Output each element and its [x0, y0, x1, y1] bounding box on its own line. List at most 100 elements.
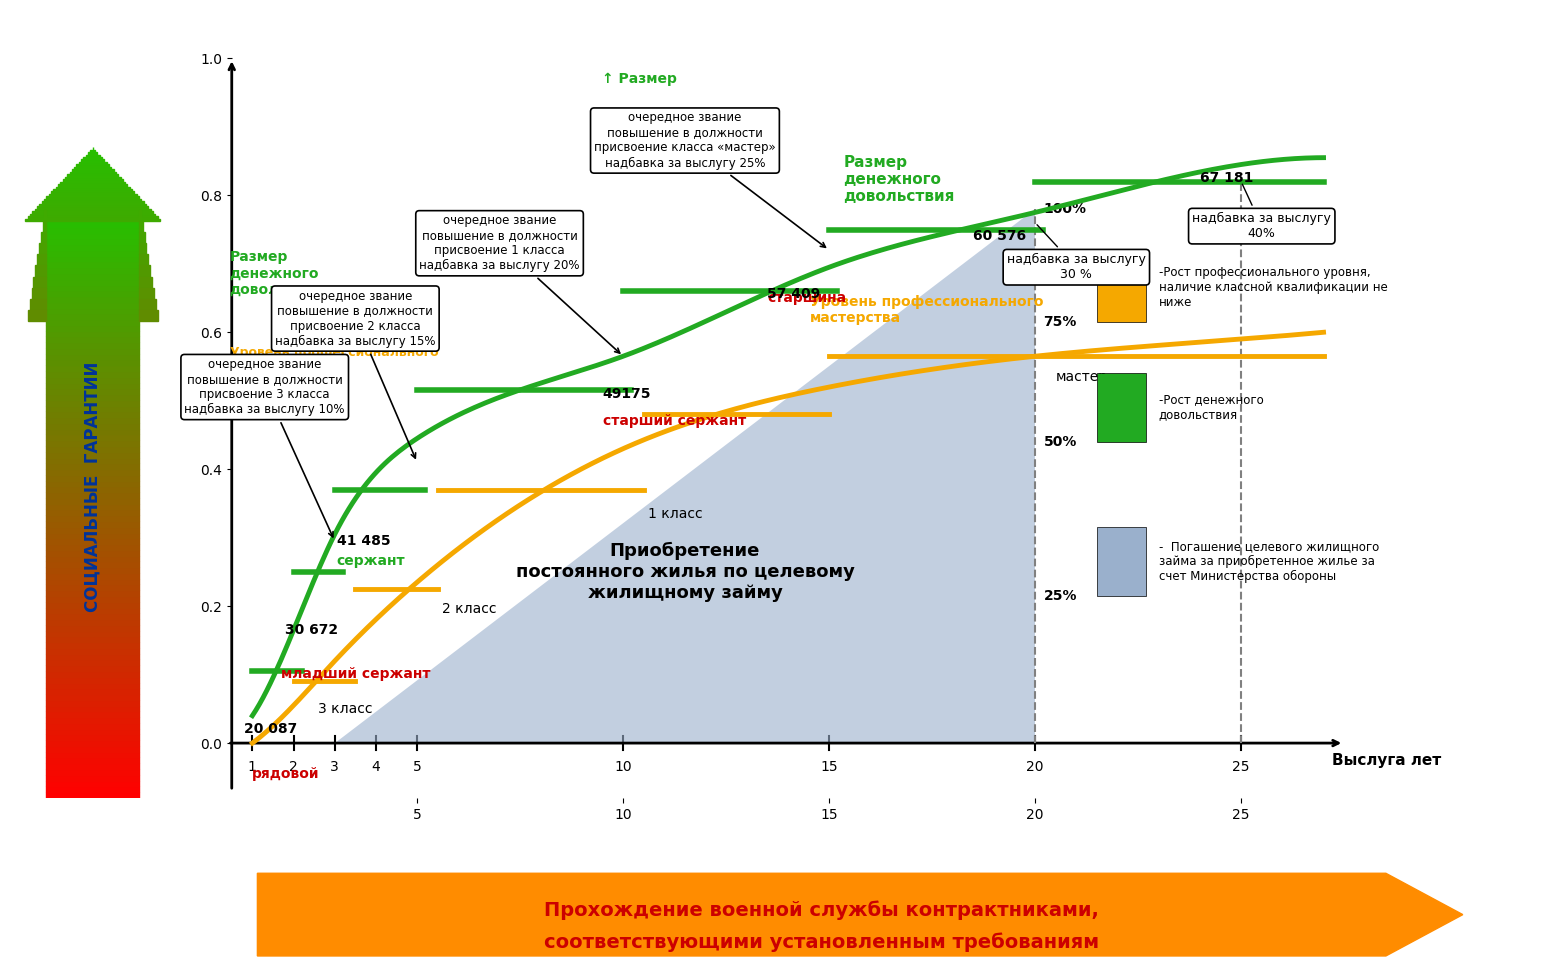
- Bar: [139, 288, 154, 299]
- Bar: [46, 423, 139, 429]
- Bar: [28, 309, 46, 321]
- Bar: [46, 792, 139, 798]
- Bar: [46, 284, 139, 290]
- Bar: [28, 216, 158, 219]
- Text: 20 087: 20 087: [244, 722, 297, 737]
- Text: сержант: сержант: [337, 555, 405, 568]
- Polygon shape: [335, 209, 1035, 743]
- Text: 5: 5: [413, 760, 422, 775]
- Bar: [73, 169, 114, 172]
- Bar: [46, 740, 139, 746]
- Bar: [77, 164, 108, 166]
- Bar: [46, 596, 139, 601]
- Bar: [46, 331, 139, 337]
- Bar: [46, 451, 139, 457]
- Bar: [46, 388, 139, 394]
- Bar: [46, 636, 139, 642]
- Bar: [139, 299, 156, 309]
- Text: очередное звание
повышение в должности
присвоение класса «мастер»
надбавка за вы: очередное звание повышение в должности п…: [595, 112, 825, 247]
- Bar: [46, 481, 139, 486]
- Bar: [46, 492, 139, 498]
- Bar: [40, 203, 147, 206]
- Text: надбавка за выслугу
30 %: надбавка за выслугу 30 %: [1007, 225, 1146, 281]
- Bar: [46, 688, 139, 694]
- Bar: [68, 174, 119, 177]
- Text: 100%: 100%: [1043, 202, 1086, 216]
- Bar: [36, 266, 46, 276]
- Bar: [46, 227, 139, 233]
- Text: 20: 20: [1026, 760, 1044, 775]
- FancyBboxPatch shape: [1097, 254, 1146, 322]
- Bar: [46, 348, 139, 354]
- Bar: [65, 177, 121, 179]
- Text: очередное звание
повышение в должности
присвоение 3 класса
надбавка за выслугу 1: очередное звание повышение в должности п…: [184, 358, 345, 537]
- Bar: [46, 705, 139, 711]
- Bar: [46, 319, 139, 325]
- Text: надбавка за выслугу
40%: надбавка за выслугу 40%: [1193, 184, 1332, 240]
- Bar: [46, 613, 139, 619]
- Text: Выслуга лет: Выслуга лет: [1332, 753, 1441, 768]
- Bar: [46, 256, 139, 262]
- Bar: [46, 273, 139, 278]
- Bar: [46, 457, 139, 463]
- Bar: [46, 337, 139, 342]
- Bar: [46, 412, 139, 417]
- Text: ↑ Размер: ↑ Размер: [603, 72, 677, 86]
- Bar: [46, 377, 139, 382]
- Text: -Рост денежного
довольствия: -Рост денежного довольствия: [1159, 394, 1264, 421]
- Text: очередное звание
повышение в должности
присвоение 1 класса
надбавка за выслугу 2: очередное звание повышение в должности п…: [419, 214, 620, 353]
- Text: 15: 15: [820, 760, 837, 775]
- Text: 75%: 75%: [1043, 315, 1077, 329]
- Bar: [46, 268, 139, 273]
- Bar: [46, 504, 139, 510]
- Bar: [46, 786, 139, 792]
- Bar: [46, 278, 139, 284]
- Bar: [46, 631, 139, 636]
- Bar: [46, 682, 139, 688]
- Bar: [46, 400, 139, 406]
- Bar: [46, 250, 139, 256]
- Bar: [34, 276, 46, 288]
- Bar: [46, 371, 139, 377]
- Bar: [46, 238, 139, 244]
- Text: Уровень профессионального
мастерства: Уровень профессионального мастерства: [230, 346, 439, 374]
- Text: 3: 3: [331, 760, 338, 775]
- Bar: [88, 152, 97, 155]
- Bar: [46, 561, 139, 567]
- Bar: [36, 209, 151, 211]
- Bar: [79, 162, 107, 164]
- Bar: [46, 671, 139, 677]
- Bar: [87, 155, 100, 157]
- Bar: [46, 775, 139, 780]
- Bar: [46, 394, 139, 400]
- Bar: [46, 769, 139, 775]
- Bar: [46, 486, 139, 492]
- Bar: [46, 302, 139, 307]
- FancyBboxPatch shape: [1097, 374, 1146, 442]
- Bar: [46, 601, 139, 607]
- Text: очередное звание
повышение в должности
присвоение 2 класса
надбавка за выслугу 1: очередное звание повышение в должности п…: [275, 290, 436, 458]
- Bar: [139, 254, 148, 266]
- Bar: [43, 221, 46, 233]
- Text: 57 409: 57 409: [768, 287, 820, 302]
- Bar: [39, 243, 46, 254]
- Bar: [46, 429, 139, 435]
- Bar: [139, 309, 158, 321]
- Text: соответствующими установленным требованиям: соответствующими установленным требовани…: [544, 932, 1098, 952]
- FancyBboxPatch shape: [1097, 527, 1146, 595]
- Bar: [46, 382, 139, 388]
- Text: Прохождение военной службы контрактниками,: Прохождение военной службы контрактникам…: [544, 900, 1098, 919]
- Bar: [42, 201, 144, 203]
- Text: Размер
денежного
довольствия: Размер денежного довольствия: [844, 155, 955, 204]
- Text: Приобретение
постоянного жилья по целевому
жилищному займу: Приобретение постоянного жилья по целево…: [516, 542, 854, 601]
- Bar: [37, 206, 148, 209]
- Text: -Рост профессионального уровня,
наличие классной квалификации не
ниже: -Рост профессионального уровня, наличие …: [1159, 267, 1387, 309]
- Bar: [139, 266, 150, 276]
- Text: 2: 2: [289, 760, 298, 775]
- Bar: [56, 187, 130, 189]
- Bar: [46, 307, 139, 313]
- Bar: [37, 254, 46, 266]
- Bar: [46, 585, 139, 591]
- Bar: [46, 746, 139, 752]
- Bar: [46, 694, 139, 700]
